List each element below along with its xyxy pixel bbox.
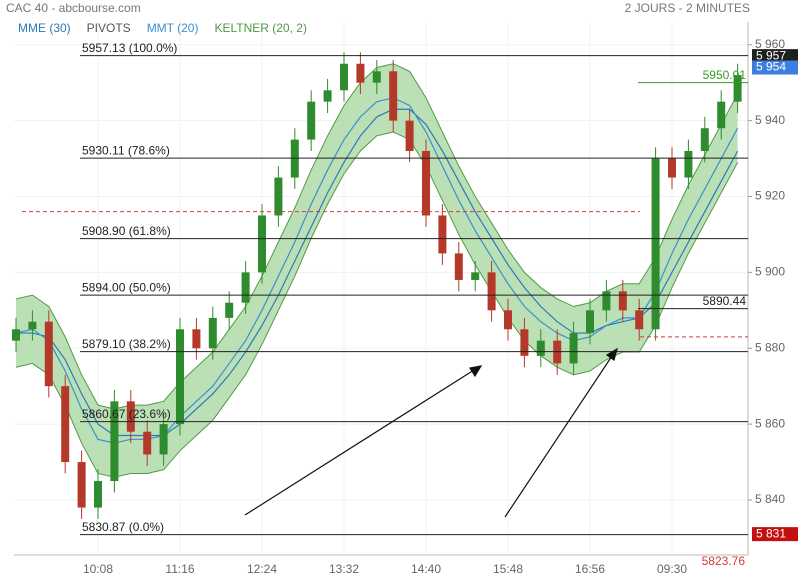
candle-body (340, 63, 348, 91)
candle-body (684, 150, 693, 178)
candle-body (487, 272, 496, 311)
arrows (244, 347, 618, 518)
candle-body (356, 63, 365, 83)
y-tick-label: 5 880 (755, 340, 785, 354)
candle-body (192, 329, 201, 349)
level-label: 5950.01 (703, 68, 747, 82)
y-tick-label: 5 900 (755, 265, 785, 279)
candle-body (569, 333, 578, 364)
chart-title: CAC 40 - abcbourse.com (6, 1, 141, 15)
y-tick-label: 5 920 (755, 189, 785, 203)
candle-body (323, 90, 332, 102)
pivot-label: 5823.76 (702, 554, 746, 568)
candle-body (258, 215, 266, 273)
candle-body (536, 340, 545, 356)
candle-body (422, 150, 430, 216)
candle-body (274, 177, 283, 216)
candle-body (586, 310, 594, 334)
moving-average (16, 108, 739, 437)
candle-body (389, 71, 398, 121)
candle-body (126, 401, 135, 432)
candle-body (520, 329, 529, 356)
candle-body (241, 272, 250, 303)
candle-body (372, 71, 381, 83)
candle-body (28, 321, 37, 330)
candle-body (77, 462, 86, 508)
candle-body (717, 101, 726, 129)
legend-entry: MMT (20) (147, 21, 199, 35)
x-tick-label: 13:32 (329, 562, 359, 576)
arrow (504, 355, 613, 518)
period: 2 JOURS - 2 MINUTES (625, 1, 750, 15)
x-tick-label: 10:08 (83, 562, 113, 576)
legend-entry: KELTNER (20, 2) (214, 21, 306, 35)
y-tick-label: 5 960 (755, 37, 785, 51)
fib-label: 5860.67 (23.6%) (82, 407, 171, 421)
levels (22, 55, 748, 536)
candle-body (159, 424, 168, 455)
price-tag-label: 5 957 (756, 48, 786, 62)
candle-body (61, 386, 70, 463)
lines (15, 97, 739, 444)
fib-label: 5957.13 (100.0%) (82, 41, 177, 55)
x-tick-label: 11:16 (165, 562, 194, 576)
candle-body (44, 321, 53, 387)
x-tick-label: 12:24 (247, 562, 277, 576)
fib-label: 5830.87 (0.0%) (82, 520, 164, 534)
candle-body (225, 302, 234, 318)
price-tag-label: 5 831 (756, 526, 786, 540)
price-tag-label: 5 954 (756, 60, 786, 74)
keltner-lower (15, 131, 739, 478)
y-tick-label: 5 840 (755, 492, 785, 506)
candle-body (438, 215, 447, 254)
candle-body (12, 329, 20, 341)
moving-average (15, 97, 739, 444)
fib-label: 5879.10 (38.2%) (82, 337, 171, 351)
level-label: 5890.44 (703, 294, 747, 308)
candle-body (602, 291, 611, 311)
candle-body (94, 481, 102, 508)
candle-body (618, 291, 627, 311)
x-tick-label: 14:40 (411, 562, 441, 576)
candle-body (307, 101, 316, 140)
candle-body (700, 128, 709, 151)
candle-body (504, 310, 512, 330)
y-tick-label: 5 940 (755, 113, 785, 127)
arrow-head (605, 347, 618, 361)
candle-body (143, 431, 152, 455)
legend-entry: PIVOTS (87, 21, 131, 35)
candle-body (208, 317, 217, 349)
price-tag (752, 60, 798, 75)
price-tag (752, 527, 798, 542)
fib-label: 5894.00 (50.0%) (82, 280, 171, 294)
candle-body (454, 253, 463, 280)
candle-body (635, 310, 644, 330)
legend-entry: MME (30) (18, 21, 71, 35)
fib-label: 5930.11 (78.6%) (82, 143, 170, 157)
labels: MME (30) PIVOTS MMT (20) KELTNER (20, 2) 5 8… (18, 21, 798, 576)
candle-body (471, 272, 480, 280)
x-tick-label: 15:48 (493, 562, 523, 576)
price-tag (752, 49, 798, 64)
candle-body (668, 158, 676, 178)
candle-body (651, 158, 660, 330)
x-tick-label: 09:30 (657, 562, 687, 576)
arrow-head (469, 365, 483, 378)
keltner-fill (16, 63, 738, 478)
candle-body (110, 401, 119, 482)
candle-body (405, 120, 414, 151)
candle-body (733, 75, 742, 102)
candle-body (176, 329, 184, 425)
x-tick-label: 16:56 (575, 562, 605, 576)
fib-label: 5908.90 (61.8%) (82, 224, 171, 238)
arrow (244, 369, 475, 516)
y-tick-label: 5 860 (755, 416, 785, 430)
